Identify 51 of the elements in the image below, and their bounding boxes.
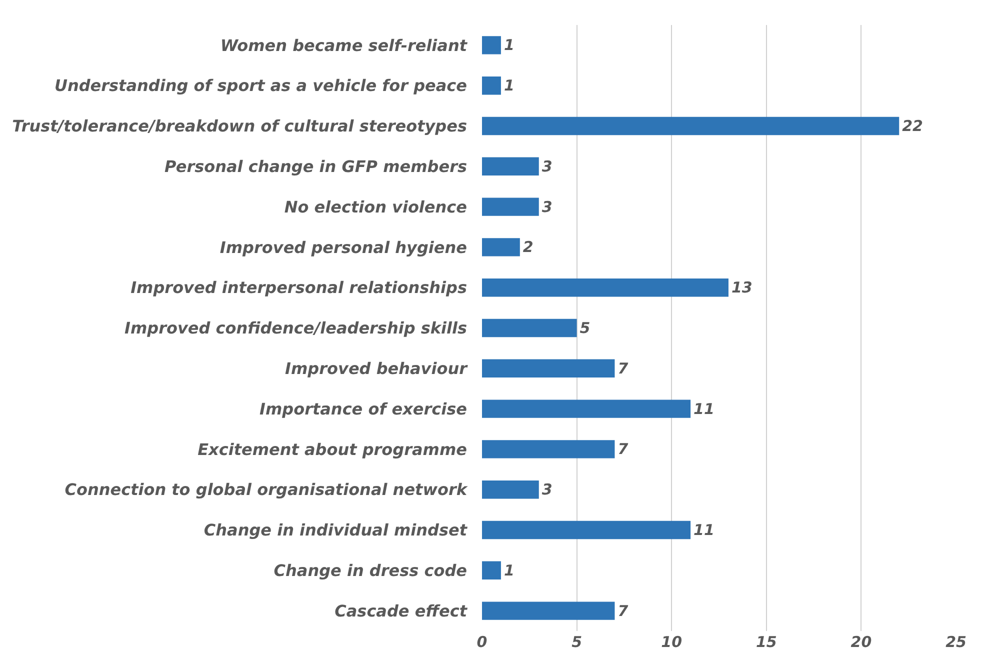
y-tick-label: Personal change in GFP members — [164, 157, 467, 176]
data-label: 2 — [522, 238, 534, 256]
bar — [482, 238, 520, 256]
y-tick-label: Connection to global organisational network — [64, 480, 468, 500]
bar — [482, 318, 577, 338]
x-tick-label: 15 — [756, 633, 777, 651]
data-label: 7 — [618, 359, 629, 378]
y-tick-label: Cascade effect — [334, 601, 468, 620]
y-tick-label: Importance of exercise — [260, 399, 468, 418]
data-label: 7 — [618, 602, 629, 620]
y-tick-label: Excitement about programme — [198, 440, 468, 459]
data-label: 11 — [694, 521, 714, 539]
bar — [482, 561, 501, 580]
y-tick-label: Change in dress code — [274, 561, 468, 580]
bar — [482, 359, 615, 378]
bar — [482, 116, 900, 136]
bar — [482, 76, 501, 95]
y-tick-label: Improved interpersonal relationships — [130, 278, 467, 298]
y-tick-label: Improved personal hygiene — [220, 238, 468, 257]
x-tick-label: 5 — [572, 633, 582, 651]
data-label: 1 — [504, 76, 514, 95]
bar — [482, 602, 615, 620]
y-tick-label: Change in individual mindset — [204, 520, 468, 540]
y-tick-label: Understanding of sport as a vehicle for peace — [54, 76, 468, 96]
bar — [482, 198, 539, 216]
data-label: 5 — [580, 319, 590, 337]
data-label: 1 — [504, 561, 514, 580]
bar — [482, 520, 691, 540]
bar — [482, 480, 539, 499]
y-tick-label: Women became self-reliant — [220, 36, 468, 55]
bar — [482, 157, 539, 176]
data-label: 3 — [542, 480, 552, 499]
data-label: 1 — [504, 36, 514, 54]
data-label: 3 — [542, 198, 552, 216]
data-label: 7 — [618, 440, 629, 458]
x-tick-label: 25 — [946, 633, 966, 651]
data-label: 13 — [731, 278, 752, 297]
bar — [482, 440, 615, 458]
y-tick-label: Improved behaviour — [285, 359, 468, 378]
bar — [482, 278, 728, 297]
y-tick-label: No election violence — [284, 197, 468, 216]
data-label: 11 — [694, 400, 714, 418]
y-tick-label: Trust/tolerance/breakdown of cultural stereotypes — [12, 116, 467, 136]
x-tick-label: 0 — [476, 633, 488, 651]
bar — [482, 400, 691, 418]
x-tick-label: 20 — [850, 633, 872, 651]
data-label: 22 — [902, 117, 923, 135]
data-label: 3 — [542, 157, 552, 176]
bar — [482, 36, 501, 54]
y-tick-label: Improved confidence/leadership skills — [124, 318, 467, 338]
x-tick-label: 10 — [661, 633, 682, 651]
